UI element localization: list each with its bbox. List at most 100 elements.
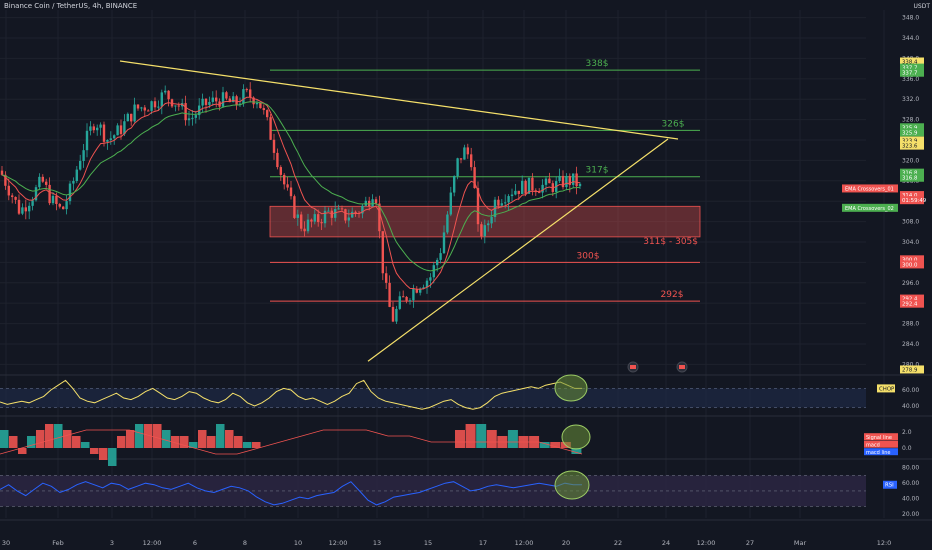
candle-body [143, 107, 146, 111]
macd-histogram-bar [90, 448, 99, 454]
candle-body [235, 96, 238, 105]
price-tick-label: 348.0 [902, 15, 919, 22]
price-tick-label: 336.0 [902, 76, 919, 83]
candle-body [500, 203, 503, 206]
candle-body [65, 201, 68, 210]
trendlines [119, 60, 688, 373]
time-tick-label: 12:00 [515, 539, 534, 547]
candle-body [21, 207, 24, 214]
level-label: 300$ [577, 251, 600, 261]
candle-body [572, 173, 575, 185]
macd-legend-text: macd line [866, 450, 890, 456]
candle-body [425, 280, 429, 288]
macd-histogram-bar [81, 442, 90, 448]
candle-body [221, 92, 225, 107]
price-axis-tag [900, 68, 924, 77]
macd-histogram-bar [144, 424, 153, 448]
time-tick-label: 15 [424, 539, 432, 547]
candle-body [38, 176, 41, 188]
candle-body [170, 99, 174, 107]
macd-histogram-bar [465, 424, 476, 448]
price-axis-tag [900, 299, 924, 308]
candle-body [419, 288, 422, 293]
candle-body [157, 106, 160, 108]
level-label: 317$ [586, 166, 609, 176]
rsi-legend-tag [883, 480, 897, 489]
candle-body [476, 188, 480, 225]
candle-body [89, 126, 92, 131]
candle-body [272, 139, 276, 153]
candle-body [432, 265, 435, 278]
macd-histogram-bar [72, 436, 81, 448]
price-axis-tag [900, 168, 924, 177]
candle-body [174, 105, 177, 107]
macd-histogram-bar [54, 424, 63, 448]
macd-legend-text: macd [866, 442, 880, 448]
candle-body [466, 147, 469, 155]
candle-body [164, 90, 167, 93]
trendline-ascending [367, 138, 669, 362]
event-flag-stripe [630, 365, 636, 369]
candle-body [34, 187, 38, 201]
quote-currency: USDT [913, 3, 931, 10]
candle-body [0, 170, 4, 175]
macd-histogram-bar [455, 430, 465, 448]
candle-body [153, 101, 157, 108]
time-axis: 30 Feb 3 12:00 6 8 10 12:00 13 15 17 12:00 20 22 24 12:… [2, 539, 891, 547]
candle-body [538, 192, 541, 194]
price-axis-tag-text: 338.4 [902, 59, 918, 65]
candle-body [300, 214, 303, 229]
macd-histogram-bar [550, 442, 561, 448]
candle-body [310, 219, 313, 222]
candle-body [446, 214, 449, 233]
candle-body [136, 104, 140, 109]
candle-body [45, 181, 48, 185]
price-axis-tag [900, 141, 924, 150]
candle-body [167, 90, 170, 100]
candle-body [385, 273, 388, 283]
candle-body [184, 103, 187, 121]
candle-body [262, 108, 265, 111]
candle-body [510, 194, 514, 197]
ema-legend-text: EMA Crossovers_02 [845, 206, 894, 212]
candle-body [245, 89, 248, 91]
candle-body [55, 195, 58, 205]
price-axis-tag-text: 337.7 [902, 71, 917, 77]
candle-body [187, 118, 191, 121]
time-tick-label: 12:00 [329, 539, 348, 547]
macd-histogram-bar [45, 424, 54, 448]
time-tick-label: 20 [562, 539, 570, 547]
highlight-circle [554, 470, 590, 500]
candle-body [204, 98, 208, 105]
candle-body [527, 177, 531, 194]
candle-body [436, 259, 439, 266]
support-resistance-levels: 338$ 326$ 317$ 300$ 292$ [270, 59, 700, 302]
chop-line [0, 379, 582, 410]
level-label: 338$ [586, 59, 609, 69]
candle-body [113, 135, 116, 139]
candle-body [381, 231, 384, 274]
price-axis-tag-text: 323.6 [902, 144, 918, 150]
candle-body [531, 177, 534, 191]
candle-body [191, 117, 194, 119]
price-axis-tag-text: 01:59:49 [902, 198, 927, 204]
price-tick-label: 280.0 [902, 361, 919, 368]
candle-body [320, 222, 323, 224]
candle-body [337, 208, 340, 210]
macd-histogram-bar [189, 442, 198, 448]
candle-body [374, 199, 378, 204]
rsi-tick-label: 40.00 [902, 496, 919, 503]
candle-body [347, 217, 350, 221]
price-axis-tag-text: 325.9 [902, 130, 918, 136]
candle-body [279, 167, 282, 175]
price-axis-tag [900, 196, 924, 205]
chart-title: Binance Coin / TetherUS, 4h, BINANCE [4, 2, 138, 10]
macd-histogram-bar [18, 448, 27, 454]
candle-body [232, 96, 235, 103]
candle-body [4, 174, 7, 186]
candle-body [249, 89, 252, 98]
candle-body [82, 150, 85, 161]
macd-histogram-bar [99, 448, 108, 460]
macd-legend-tag [864, 433, 898, 441]
time-tick-label: 12:0 [877, 539, 892, 547]
